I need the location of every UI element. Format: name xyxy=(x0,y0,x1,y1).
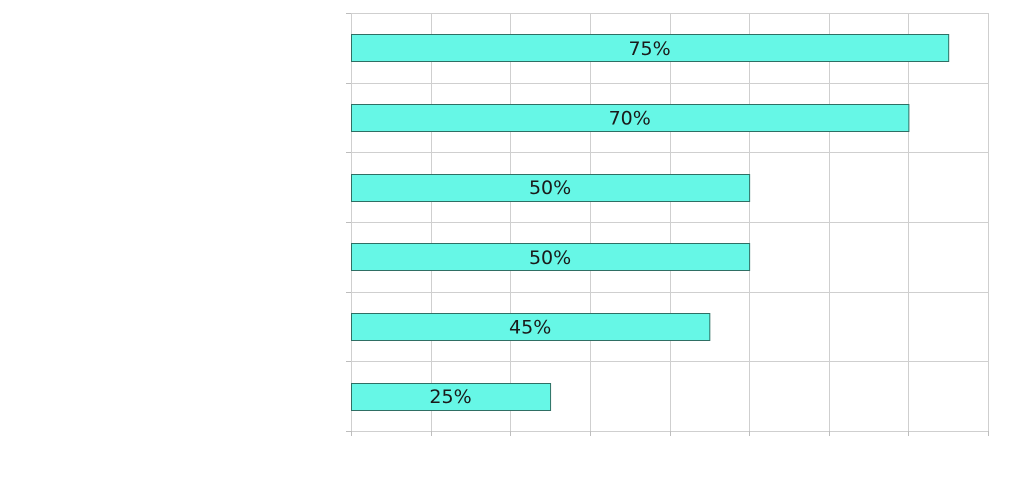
bar xyxy=(351,313,711,341)
bar-value-label: 70% xyxy=(609,108,651,130)
axes xyxy=(346,13,989,436)
bar xyxy=(351,104,910,132)
bar xyxy=(351,34,950,62)
bar-value-label: 50% xyxy=(529,177,571,199)
bar-value-label: 45% xyxy=(509,317,551,339)
bars xyxy=(351,34,950,411)
bar-value-label: 50% xyxy=(529,247,571,269)
bar xyxy=(351,243,751,271)
bar xyxy=(351,174,751,202)
grid xyxy=(351,13,989,432)
data-labels: 75% 70% 50% 50% 45% 25% xyxy=(429,38,670,408)
bar-value-label: 75% xyxy=(628,38,670,60)
bar-value-label: 25% xyxy=(429,386,471,408)
bar xyxy=(351,383,552,411)
